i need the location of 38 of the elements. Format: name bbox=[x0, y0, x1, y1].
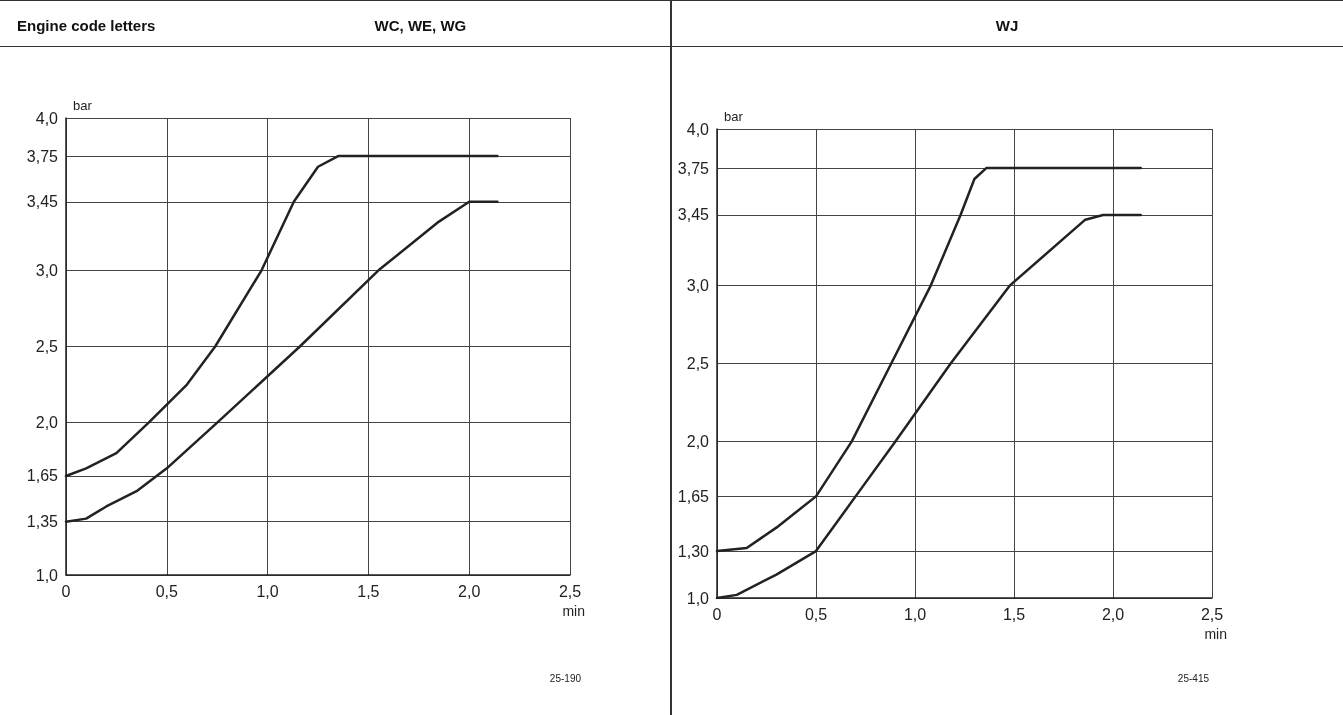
y-tick-label: 1,65 bbox=[26, 467, 59, 485]
y-tick-label: 2,5 bbox=[35, 338, 59, 355]
x-tick-label: 0 bbox=[61, 582, 71, 600]
y-tick-label: 3,45 bbox=[677, 206, 710, 224]
y-tick-label: 2,0 bbox=[686, 433, 710, 451]
x-tick-label: 2,0 bbox=[1101, 605, 1125, 623]
text: 25-415 bbox=[1177, 672, 1210, 684]
y-tick-label: 3,0 bbox=[35, 261, 59, 279]
text: Engine code letters bbox=[17, 17, 156, 34]
x-tick-label: 0,5 bbox=[804, 605, 828, 623]
y-axis-title: bar bbox=[724, 109, 744, 124]
x-tick-label: 1,0 bbox=[256, 582, 279, 600]
chart-title: WJ bbox=[995, 17, 1019, 34]
y-tick-label: 3,75 bbox=[26, 147, 59, 165]
y-tick-label: 2,0 bbox=[35, 414, 59, 432]
y-tick-label: 3,0 bbox=[686, 276, 710, 294]
y-tick-label: 1,0 bbox=[35, 566, 59, 584]
x-tick-label: 2,5 bbox=[558, 582, 582, 600]
y-axis-title: bar bbox=[73, 98, 93, 113]
x-axis-title: min bbox=[562, 603, 585, 619]
x-axis-title: min bbox=[1204, 626, 1227, 642]
y-tick-label: 2,5 bbox=[686, 355, 710, 372]
x-tick-label: 0,5 bbox=[155, 582, 179, 600]
text: 25-190 bbox=[549, 672, 582, 684]
x-tick-label: 2,0 bbox=[458, 582, 481, 600]
y-tick-label: 1,65 bbox=[677, 487, 710, 505]
x-tick-label: 1,5 bbox=[1002, 605, 1026, 623]
y-tick-label: 4,0 bbox=[35, 109, 59, 127]
x-tick-label: 2,5 bbox=[1200, 605, 1224, 623]
y-tick-label: 4,0 bbox=[686, 120, 710, 138]
y-tick-label: 3,75 bbox=[677, 159, 710, 177]
x-tick-label: 1,0 bbox=[903, 605, 927, 623]
x-tick-label: 1,5 bbox=[357, 582, 380, 600]
y-tick-label: 3,45 bbox=[26, 193, 59, 211]
y-tick-label: 1,30 bbox=[677, 542, 710, 560]
x-tick-label: 0 bbox=[712, 605, 722, 623]
chart-title: WC, WE, WG bbox=[374, 17, 467, 34]
y-tick-label: 1,35 bbox=[26, 513, 59, 531]
